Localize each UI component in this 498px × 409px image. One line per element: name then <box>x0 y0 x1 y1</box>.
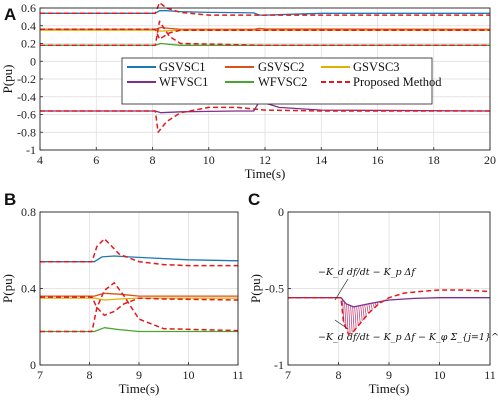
y-tick-label-a-3: -0.4 <box>17 90 36 104</box>
x-tick-label-a-6: 16 <box>372 153 384 167</box>
legend-box <box>121 57 433 105</box>
annotation-lower: −K_d df/dt − K_p Δf − K_φ Σ_{j=1}^{30} φ… <box>318 332 498 343</box>
legend-entry-gsvsc3: GSVSC3 <box>353 60 400 74</box>
y-axis-label-b: P(pu) <box>0 274 15 303</box>
hatch-line-10 <box>362 304 365 319</box>
series-line-a-gsvsc2-1 <box>40 26 491 30</box>
annotations: −K_d df/dt − K_p Δf −K_d df/dt − K_p Δf … <box>318 267 498 343</box>
x-tick-label-a-2: 8 <box>150 153 156 167</box>
hatch-line-7 <box>356 306 359 326</box>
x-tick-label-b-1: 8 <box>87 368 93 382</box>
y-tick-label-a-1: -0.8 <box>17 125 36 139</box>
x-tick-label-a-8: 20 <box>484 153 496 167</box>
series-line-b-gsvsc1-0 <box>40 255 239 263</box>
y-tick-label-a-5: 0 <box>30 54 36 68</box>
hatch-line-2 <box>346 303 349 334</box>
legend-entry-wfvsc1: WFVSC1 <box>159 75 208 89</box>
panel-label-c: C <box>248 190 260 209</box>
series-line-b-proposed-method-6 <box>40 296 239 317</box>
series-line-b-proposed-method-5 <box>40 282 239 333</box>
panel-label-b: B <box>4 190 16 209</box>
y-tick-label-a-8: 0.6 <box>21 1 36 15</box>
series-line-a-gsvsc1-0 <box>40 10 490 16</box>
series-line-a-proposed-method-5 <box>40 1 490 16</box>
series-line-a-proposed-method-6 <box>40 20 490 47</box>
y-tick-label-c-2: 0 <box>278 205 284 219</box>
hatch-line-5 <box>352 306 355 331</box>
x-tick-label-b-0: 7 <box>37 368 43 382</box>
series-line-a-proposed-method-7 <box>40 28 490 40</box>
hatch-line-12 <box>366 304 369 314</box>
panel-b: 7 8 9 10 11 0 0.4 0.8 Time(s) P(pu) <box>0 205 244 396</box>
x-tick-label-c-3: 10 <box>434 368 446 382</box>
hatch-line-11 <box>364 304 367 317</box>
hatch-line-4 <box>350 305 353 333</box>
y-tick-label-a-7: 0.4 <box>21 19 36 33</box>
annotation-leader-upper <box>334 278 349 301</box>
annotation-upper: −K_d df/dt − K_p Δf <box>318 267 416 278</box>
series-line-c-proposed-method-1 <box>288 289 491 336</box>
series-line-a-proposed-method-8 <box>40 106 490 134</box>
series-line-c-wfvsc1-0 <box>288 297 490 308</box>
y-tick-label-c-0: -1 <box>274 358 284 372</box>
x-tick-label-b-4: 11 <box>232 368 244 382</box>
hatch-line-13 <box>368 303 371 312</box>
x-tick-label-b-3: 10 <box>183 368 195 382</box>
y-tick-label-b-0: 0 <box>30 358 36 372</box>
annotation-leader-lower <box>334 319 349 330</box>
legend-entry-wfvsc2: WFVSC2 <box>258 75 307 89</box>
x-axis-label-b: Time(s) <box>119 381 160 396</box>
x-tick-label-b-2: 9 <box>136 368 142 382</box>
x-tick-label-a-5: 14 <box>315 153 327 167</box>
legend-entry-gsvsc2: GSVSC2 <box>258 60 305 74</box>
series-line-b-wfvsc2-3 <box>40 327 238 333</box>
y-tick-label-a-2: -0.6 <box>17 108 36 122</box>
hatch-line-14 <box>370 303 373 310</box>
x-tick-label-c-4: 11 <box>484 368 496 382</box>
y-tick-label-b-2: 0.8 <box>21 205 36 219</box>
panel-label-a: A <box>4 5 16 24</box>
x-tick-label-c-2: 9 <box>386 368 392 382</box>
y-tick-label-a-6: 0.2 <box>21 37 36 51</box>
x-axis-label-a: Time(s) <box>245 166 286 181</box>
hatch-line-6 <box>354 306 357 329</box>
hatch-line-9 <box>360 305 363 321</box>
x-tick-label-a-7: 18 <box>428 153 440 167</box>
x-tick-label-c-1: 8 <box>336 368 342 382</box>
x-tick-label-a-1: 6 <box>93 153 99 167</box>
y-tick-label-a-0: -1 <box>26 143 36 157</box>
x-tick-label-a-3: 10 <box>203 153 215 167</box>
x-tick-label-a-4: 12 <box>259 153 271 167</box>
x-tick-label-a-0: 4 <box>37 153 43 167</box>
x-axis-label-c: Time(s) <box>369 381 410 396</box>
hatch-line-8 <box>358 305 361 324</box>
x-tick-label-c-0: 7 <box>285 368 291 382</box>
legend-entry-gsvsc1: GSVSC1 <box>159 60 206 74</box>
hatch-line-15 <box>372 302 375 309</box>
y-tick-label-c-1: -0.5 <box>265 282 284 296</box>
y-axis-label-a: P(pu) <box>0 65 15 94</box>
y-tick-label-a-4: -0.2 <box>17 72 36 86</box>
y-axis-label-c: P(pu) <box>248 274 263 303</box>
series-line-b-proposed-method-4 <box>40 238 238 267</box>
panel-c: 7 8 9 10 11 -1 -0.5 0 Time(s) P(pu) <box>248 205 496 396</box>
y-tick-label-b-1: 0.4 <box>21 282 36 296</box>
series-line-a-wfvsc1-4 <box>40 100 491 114</box>
hatch-line-3 <box>348 304 351 334</box>
series-line-b-gsvsc2-1 <box>40 292 238 297</box>
legend-entry-proposed: Proposed Method <box>353 75 442 89</box>
hatch-line-1 <box>344 301 347 329</box>
legend: GSVSC1 GSVSC2 GSVSC3 WFVSC1 WFVSC2 Propo… <box>121 57 442 105</box>
